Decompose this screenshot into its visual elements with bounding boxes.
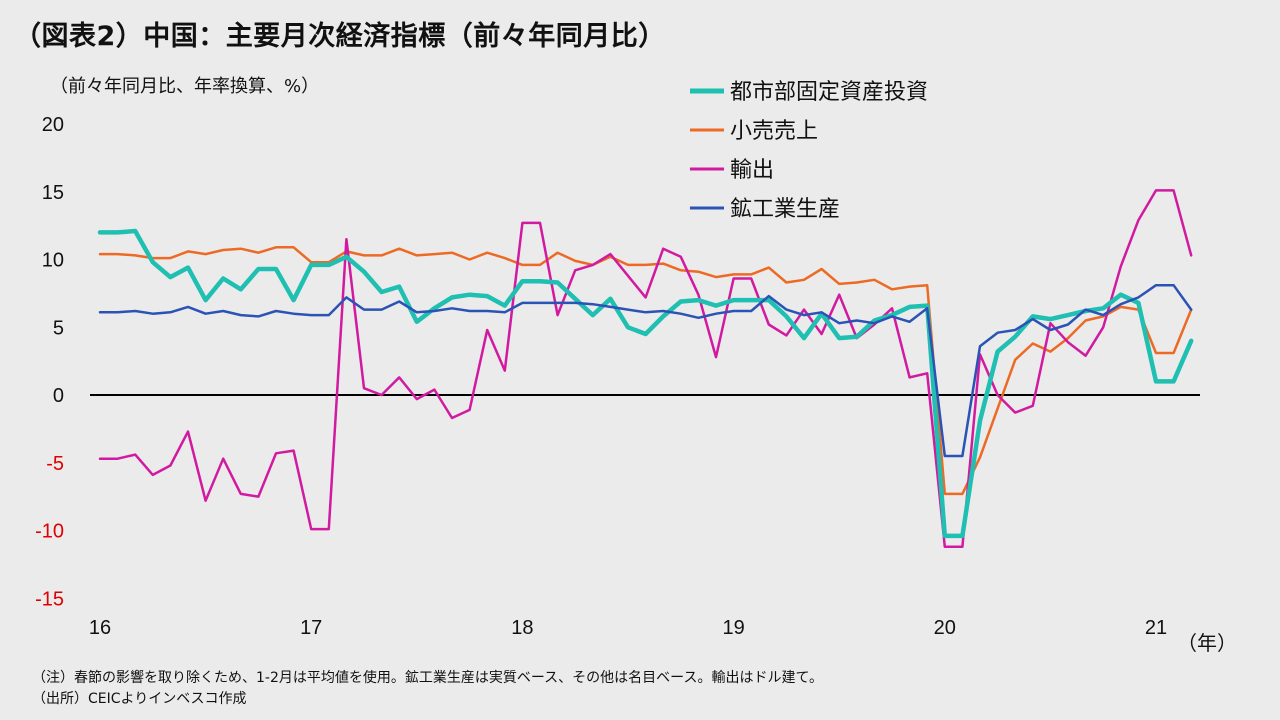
y-tick-label: 10 [42,250,64,272]
x-tick-label: 17 [300,617,322,639]
series-line-2 [98,246,1193,496]
chart-title: （図表2）中国：主要月次経済指標（前々年同月比） [14,21,666,52]
x-tick-label: 21 [1145,617,1167,639]
x-tick-label: 19 [722,617,744,639]
series-line-1 [97,228,1194,539]
unit-label: （前々年同月比、年率換算、%） [50,76,320,97]
x-tick-label: 20 [934,617,956,639]
x-axis-unit-label: （年） [1177,632,1237,655]
series-line-4 [98,283,1193,458]
y-tick-label: 5 [53,317,64,339]
legend-label: 輸出 [730,158,774,183]
x-tick-label: 16 [89,617,111,639]
series-line-3 [98,189,1193,549]
y-tick-label: 15 [42,182,64,204]
x-tick-label: 18 [511,617,533,639]
y-tick-label: 20 [42,114,64,136]
legend-label: 小売売上 [730,119,818,144]
y-tick-label: 0 [53,385,64,407]
y-tick-label: -10 [35,521,64,543]
footnote-note: （注）春節の影響を取り除くため、1-2月は平均値を使用。鉱工業生産は実質ベース、… [32,670,824,686]
footnote-source: （出所）CEICよりインベスコ作成 [32,691,247,707]
y-tick-label: -15 [35,588,64,610]
y-tick-label: -5 [46,453,64,475]
legend-label: 都市部固定資産投資 [730,80,928,105]
legend-label: 鉱工業生産 [730,197,840,222]
